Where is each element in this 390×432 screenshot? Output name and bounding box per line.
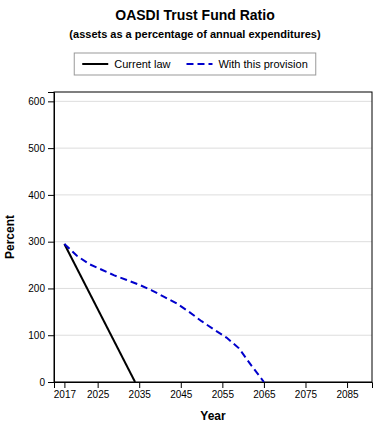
chart: OASDI Trust Fund Ratio (assets as a perce… [0, 0, 390, 432]
x-tick: 2035 [129, 382, 152, 400]
grid-line [54, 288, 372, 289]
y-tick: 500 [28, 143, 54, 154]
x-tick: 2017 [54, 382, 77, 400]
y-tick: 300 [28, 236, 54, 247]
y-tick-label: 300 [28, 236, 45, 247]
plot-frame [54, 92, 372, 382]
y-tick-mark [48, 148, 54, 149]
x-tick-mark [139, 382, 140, 388]
x-axis-line [55, 383, 373, 389]
x-tick-label: 2035 [129, 389, 152, 400]
grid [54, 101, 372, 382]
legend-box [74, 53, 316, 75]
x-tick-label: 2017 [54, 389, 77, 400]
y-tick-label: 500 [28, 143, 45, 154]
legend: Current law With this provision [74, 53, 316, 75]
y-axis: 0 100 200 300 400 500 600 [28, 93, 54, 388]
x-tick-label: 2085 [336, 389, 359, 400]
grid-line [54, 241, 372, 242]
x-tick-label: 2065 [253, 389, 276, 400]
grid-line [54, 148, 372, 149]
x-tick-mark [64, 382, 65, 388]
y-axis-label: Percent [3, 215, 17, 259]
x-tick-label: 2075 [295, 389, 318, 400]
legend-item: Current law [82, 58, 170, 70]
y-tick-mark [48, 101, 54, 102]
legend-label: With this provision [218, 58, 307, 70]
x-tick: 2075 [295, 382, 318, 400]
grid-line [54, 101, 372, 102]
lines [64, 244, 264, 382]
series-line [64, 244, 135, 382]
x-tick-mark [98, 382, 99, 388]
legend-swatch [186, 63, 212, 65]
x-axis: 2017 2025 2035 2045 2055 2065 2075 2085 [54, 382, 373, 400]
y-tick: 100 [28, 330, 54, 341]
legend-label: Current law [114, 58, 170, 70]
y-tick-label: 400 [28, 190, 45, 201]
y-tick: 200 [28, 283, 54, 294]
y-tick: 600 [28, 96, 54, 107]
y-tick-mark [48, 335, 54, 336]
x-tick-label: 2045 [170, 389, 193, 400]
x-axis-label: Year [200, 409, 226, 423]
x-tick: 2025 [87, 382, 110, 400]
x-tick-mark [181, 382, 182, 388]
x-tick-label: 2055 [212, 389, 235, 400]
grid-line [54, 335, 372, 336]
x-tick: 2085 [336, 382, 359, 400]
x-tick: 2045 [170, 382, 193, 400]
y-tick-label: 200 [28, 283, 45, 294]
y-tick-label: 0 [39, 377, 45, 388]
plot: 2017 2025 2035 2045 2055 2065 2075 2085 0 100 200 3… [28, 92, 372, 400]
y-tick-label: 100 [28, 330, 45, 341]
series-line [64, 244, 264, 382]
y-tick: 0 [39, 377, 54, 388]
y-axis-line [48, 93, 55, 383]
y-tick-mark [48, 195, 54, 196]
x-tick-mark [264, 382, 265, 388]
x-tick: 2055 [212, 382, 235, 400]
x-tick-mark [305, 382, 306, 388]
grid-line [54, 194, 372, 195]
y-tick: 400 [28, 190, 54, 201]
legend-item: With this provision [186, 58, 307, 70]
x-tick-mark [347, 382, 348, 388]
legend-swatch [82, 63, 108, 65]
y-tick-mark [48, 382, 54, 383]
x-tick-label: 2025 [87, 389, 110, 400]
y-tick-label: 600 [28, 96, 45, 107]
title: OASDI Trust Fund Ratio [115, 7, 274, 23]
y-tick-mark [48, 288, 54, 289]
x-tick-mark [222, 382, 223, 388]
y-tick-mark [48, 242, 54, 243]
x-tick: 2065 [253, 382, 276, 400]
subtitle: (assets as a percentage of annual expend… [69, 28, 321, 40]
